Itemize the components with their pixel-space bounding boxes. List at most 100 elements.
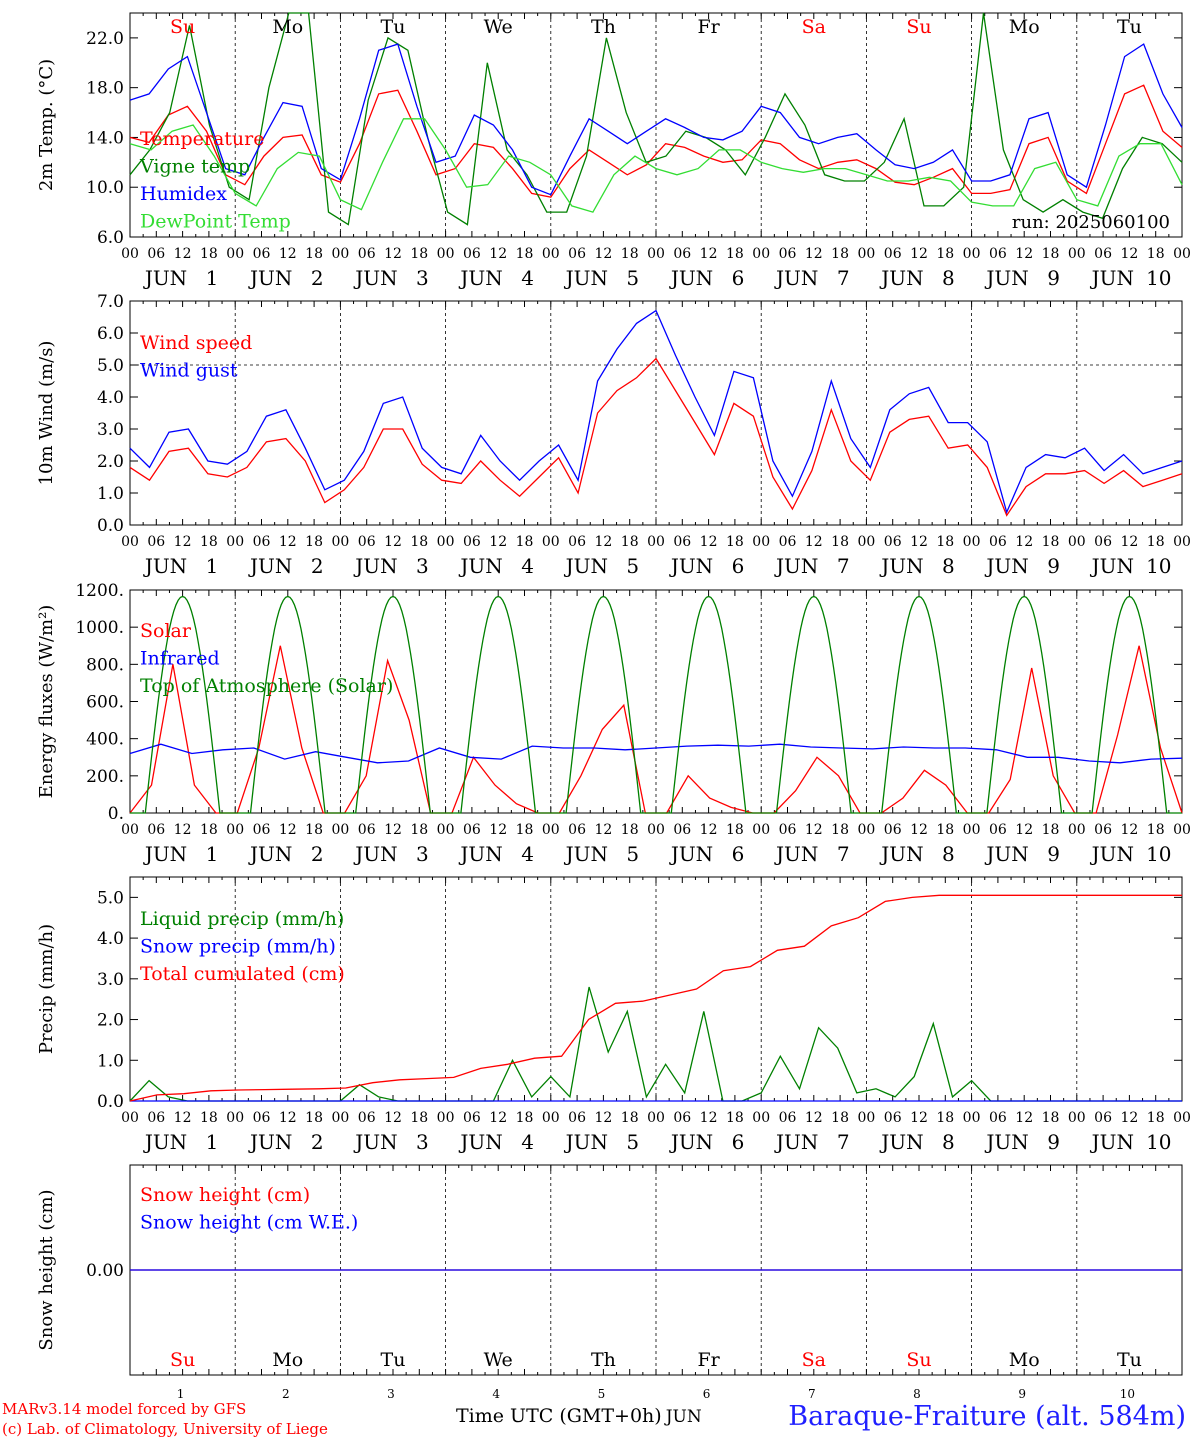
day-number: 8 xyxy=(942,266,955,290)
day-number: 7 xyxy=(837,554,850,578)
y-tick-label: 1000. xyxy=(75,618,124,638)
y-tick-label: 22.0 xyxy=(86,29,124,49)
hour-tick-label: 12 xyxy=(805,534,823,550)
hour-tick-label: 00 xyxy=(1173,822,1191,838)
day-name: We xyxy=(484,1349,513,1371)
day-number: 3 xyxy=(416,554,429,578)
legend: Snow height (cm) Snow height (cm W.E.) xyxy=(140,1184,358,1234)
hour-tick-label: 18 xyxy=(1147,822,1165,838)
hour-tick-label: 06 xyxy=(147,1110,165,1126)
legend-entry: Snow height (cm W.E.) xyxy=(140,1212,358,1234)
hour-tick-label: 06 xyxy=(779,822,797,838)
hour-tick-label: 06 xyxy=(358,534,376,550)
hour-tick-label: 00 xyxy=(1173,1110,1191,1126)
legend: Wind speed Wind gust xyxy=(140,332,252,382)
day-name: Su xyxy=(170,1349,195,1371)
hour-tick-label: 18 xyxy=(1042,822,1060,838)
month-label: JUN xyxy=(879,1130,923,1154)
day-name: Su xyxy=(170,16,195,38)
hour-tick-label: 00 xyxy=(1068,1110,1086,1126)
series-line-4 xyxy=(129,118,1183,213)
hour-tick-label: 12 xyxy=(279,1110,297,1126)
day-number-small: 6 xyxy=(703,1387,711,1400)
y-axis-title: 10m Wind (m/s) xyxy=(36,341,57,486)
hour-tick-label: 06 xyxy=(358,822,376,838)
lab-credit: (c) Lab. of Climatology, University of L… xyxy=(2,1420,328,1438)
y-axis-title: Precip (mm/h) xyxy=(36,924,57,1054)
month-label: JUN xyxy=(1090,1130,1134,1154)
y-tick-label: 1.0 xyxy=(97,484,124,504)
day-number: 10 xyxy=(1146,842,1171,866)
hour-tick-label: 06 xyxy=(568,1110,586,1126)
hour-tick-label: 06 xyxy=(779,534,797,550)
hour-tick-label: 06 xyxy=(147,534,165,550)
day-number: 3 xyxy=(416,842,429,866)
y-tick-label: 4.0 xyxy=(97,929,124,949)
hour-tick-label: 06 xyxy=(463,822,481,838)
hour-tick-label: 12 xyxy=(384,1110,402,1126)
legend: Solar Infrared Top of Atmosphere (Solar) xyxy=(140,620,393,697)
month-label: JUN xyxy=(353,842,397,866)
day-name: Su xyxy=(906,1349,931,1371)
hour-tick-label: 06 xyxy=(147,246,165,262)
y-tick-label: 18.0 xyxy=(86,79,124,99)
month-label: JUN xyxy=(669,266,713,290)
plot-area xyxy=(129,595,1183,814)
plot-area xyxy=(129,309,1183,517)
day-number-small: 10 xyxy=(1120,1387,1135,1400)
hour-tick-label: 18 xyxy=(1042,1110,1060,1126)
hour-tick-label: 12 xyxy=(1015,1110,1033,1126)
legend-entry: Liquid precip (mm/h) xyxy=(140,908,344,930)
hour-tick-label: 12 xyxy=(594,534,612,550)
month-label: JUN xyxy=(353,554,397,578)
day-number-small: 7 xyxy=(808,1387,816,1400)
day-number: 6 xyxy=(732,266,745,290)
legend: Temperature Vigne temp Humidex DewPoint Tem… xyxy=(139,128,291,233)
hour-tick-label: 12 xyxy=(1120,534,1138,550)
hour-tick-label: 12 xyxy=(910,534,928,550)
hour-tick-label: 12 xyxy=(489,1110,507,1126)
day-name: Mo xyxy=(1009,16,1040,38)
month-label: JUN xyxy=(1090,266,1134,290)
day-number: 9 xyxy=(1047,1130,1060,1154)
legend-entry: DewPoint Temp xyxy=(140,211,291,233)
hour-tick-label: 06 xyxy=(884,534,902,550)
hour-tick-label: 18 xyxy=(831,1110,849,1126)
month-label: JUN xyxy=(1090,842,1134,866)
hour-tick-label: 06 xyxy=(147,822,165,838)
hour-tick-label: 06 xyxy=(673,534,691,550)
hour-tick-label: 12 xyxy=(700,1110,718,1126)
hour-tick-label: 00 xyxy=(226,534,244,550)
hour-tick-label: 00 xyxy=(752,246,770,262)
y-tick-label: 600. xyxy=(86,693,124,713)
hour-tick-label: 12 xyxy=(910,822,928,838)
day-number-small: 5 xyxy=(598,1387,606,1400)
day-name: Tu xyxy=(381,1349,406,1371)
hour-tick-label: 12 xyxy=(384,822,402,838)
day-number: 7 xyxy=(837,266,850,290)
day-name: Th xyxy=(591,16,616,38)
hour-tick-label: 00 xyxy=(437,1110,455,1126)
y-tick-label: 1200. xyxy=(75,581,124,601)
panel-4: 0.0 1.0 2.0 3.0 4.0 5.0 Precip (mm/h) Liquid pr… xyxy=(36,876,1191,1154)
day-name: Mo xyxy=(1009,1349,1040,1371)
hour-tick-label: 12 xyxy=(700,822,718,838)
day-number-small: 1 xyxy=(177,1387,185,1400)
hour-tick-label: 18 xyxy=(936,534,954,550)
day-number-small: 4 xyxy=(492,1387,500,1400)
hour-tick-label: 00 xyxy=(542,1110,560,1126)
hour-tick-label: 12 xyxy=(910,1110,928,1126)
month-label: JUN xyxy=(669,1130,713,1154)
day-number: 3 xyxy=(416,1130,429,1154)
day-number: 4 xyxy=(521,842,534,866)
station-name: Baraque-Fraiture (alt. 584m) xyxy=(788,1401,1186,1432)
hour-tick-label: 12 xyxy=(174,246,192,262)
hour-tick-label: 12 xyxy=(489,246,507,262)
hour-tick-label: 00 xyxy=(963,246,981,262)
month-label: JUN xyxy=(564,842,608,866)
hour-tick-label: 12 xyxy=(594,246,612,262)
hour-tick-label: 06 xyxy=(989,534,1007,550)
y-tick-label: 0.0 xyxy=(97,1092,124,1112)
hour-tick-label: 18 xyxy=(305,534,323,550)
y-tick-label: 5.0 xyxy=(97,356,124,376)
